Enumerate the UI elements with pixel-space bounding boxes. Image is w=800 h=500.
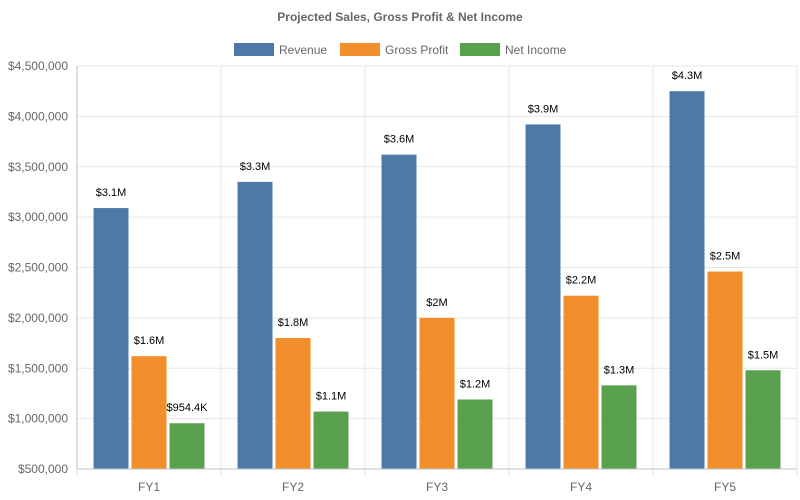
legend-label: Revenue [279, 43, 327, 57]
legend-label: Net Income [505, 43, 567, 57]
data-labels: $3.1M $1.6M $954.4K $3.3M $1.8M $1.1M $3.6M $2M… [96, 70, 779, 414]
legend-item-net-income[interactable]: Net Income [460, 43, 567, 57]
y-tick-label: $500,000 [18, 462, 68, 476]
y-tick-label: $3,500,000 [8, 160, 68, 174]
y-tick-label: $2,500,000 [8, 261, 68, 275]
y-tick-label: $1,000,000 [8, 412, 68, 426]
bar-gross-profit-fy1[interactable] [131, 356, 167, 469]
legend-label: Gross Profit [385, 43, 449, 57]
grid [76, 65, 798, 477]
data-label-revenue-fy3: $3.6M [384, 134, 415, 146]
legend-item-gross-profit[interactable]: Gross Profit [340, 43, 449, 57]
bar-revenue-fy3[interactable] [381, 154, 417, 469]
bar-gross-profit-fy4[interactable] [563, 295, 599, 469]
data-label-revenue-fy2: $3.3M [240, 161, 271, 173]
bar-net-income-fy2[interactable] [313, 411, 349, 469]
bar-gross-profit-fy2[interactable] [275, 338, 311, 469]
legend-swatch [340, 43, 380, 56]
data-label-gross-profit-fy5: $2.5M [710, 251, 741, 263]
bars [93, 91, 781, 470]
bar-net-income-fy5[interactable] [745, 370, 781, 469]
y-tick-label: $4,000,000 [8, 109, 68, 123]
chart-title: Projected Sales, Gross Profit & Net Inco… [277, 10, 523, 24]
bar-revenue-fy4[interactable] [525, 124, 561, 469]
data-label-revenue-fy4: $3.9M [528, 103, 559, 115]
x-tick-label: FY4 [570, 480, 592, 494]
y-tick-label: $4,500,000 [8, 59, 68, 73]
y-tick-label: $1,500,000 [8, 361, 68, 375]
data-label-net-income-fy4: $1.3M [604, 364, 635, 376]
y-tick-label: $2,000,000 [8, 311, 68, 325]
data-label-revenue-fy1: $3.1M [96, 187, 127, 199]
data-label-net-income-fy2: $1.1M [316, 391, 347, 403]
bar-net-income-fy4[interactable] [601, 385, 637, 469]
legend-item-revenue[interactable]: Revenue [234, 43, 327, 57]
data-label-net-income-fy1: $954.4K [167, 402, 209, 414]
bar-revenue-fy1[interactable] [93, 208, 129, 469]
data-label-gross-profit-fy3: $2M [426, 297, 447, 309]
axes: $500,000 $1,000,000 $1,500,000 $2,000,000 $2… [8, 59, 797, 494]
bar-revenue-fy5[interactable] [669, 91, 705, 469]
data-label-gross-profit-fy2: $1.8M [278, 317, 309, 329]
x-tick-label: FY1 [138, 480, 160, 494]
y-tick-label: $3,000,000 [8, 210, 68, 224]
bar-net-income-fy3[interactable] [457, 399, 493, 469]
data-label-net-income-fy5: $1.5M [748, 349, 779, 361]
legend-swatch [460, 43, 500, 56]
data-label-revenue-fy5: $4.3M [672, 70, 703, 82]
bar-gross-profit-fy3[interactable] [419, 317, 455, 469]
data-label-net-income-fy3: $1.2M [460, 378, 491, 390]
data-label-gross-profit-fy1: $1.6M [134, 335, 165, 347]
bar-gross-profit-fy5[interactable] [707, 271, 743, 469]
bar-revenue-fy2[interactable] [237, 181, 273, 470]
bar-net-income-fy1[interactable] [169, 423, 205, 469]
legend-swatch [234, 43, 274, 56]
x-tick-label: FY2 [282, 480, 304, 494]
data-label-gross-profit-fy4: $2.2M [566, 275, 597, 287]
x-tick-label: FY5 [714, 480, 736, 494]
legend: Revenue Gross Profit Net Income [234, 43, 567, 57]
x-tick-label: FY3 [426, 480, 448, 494]
